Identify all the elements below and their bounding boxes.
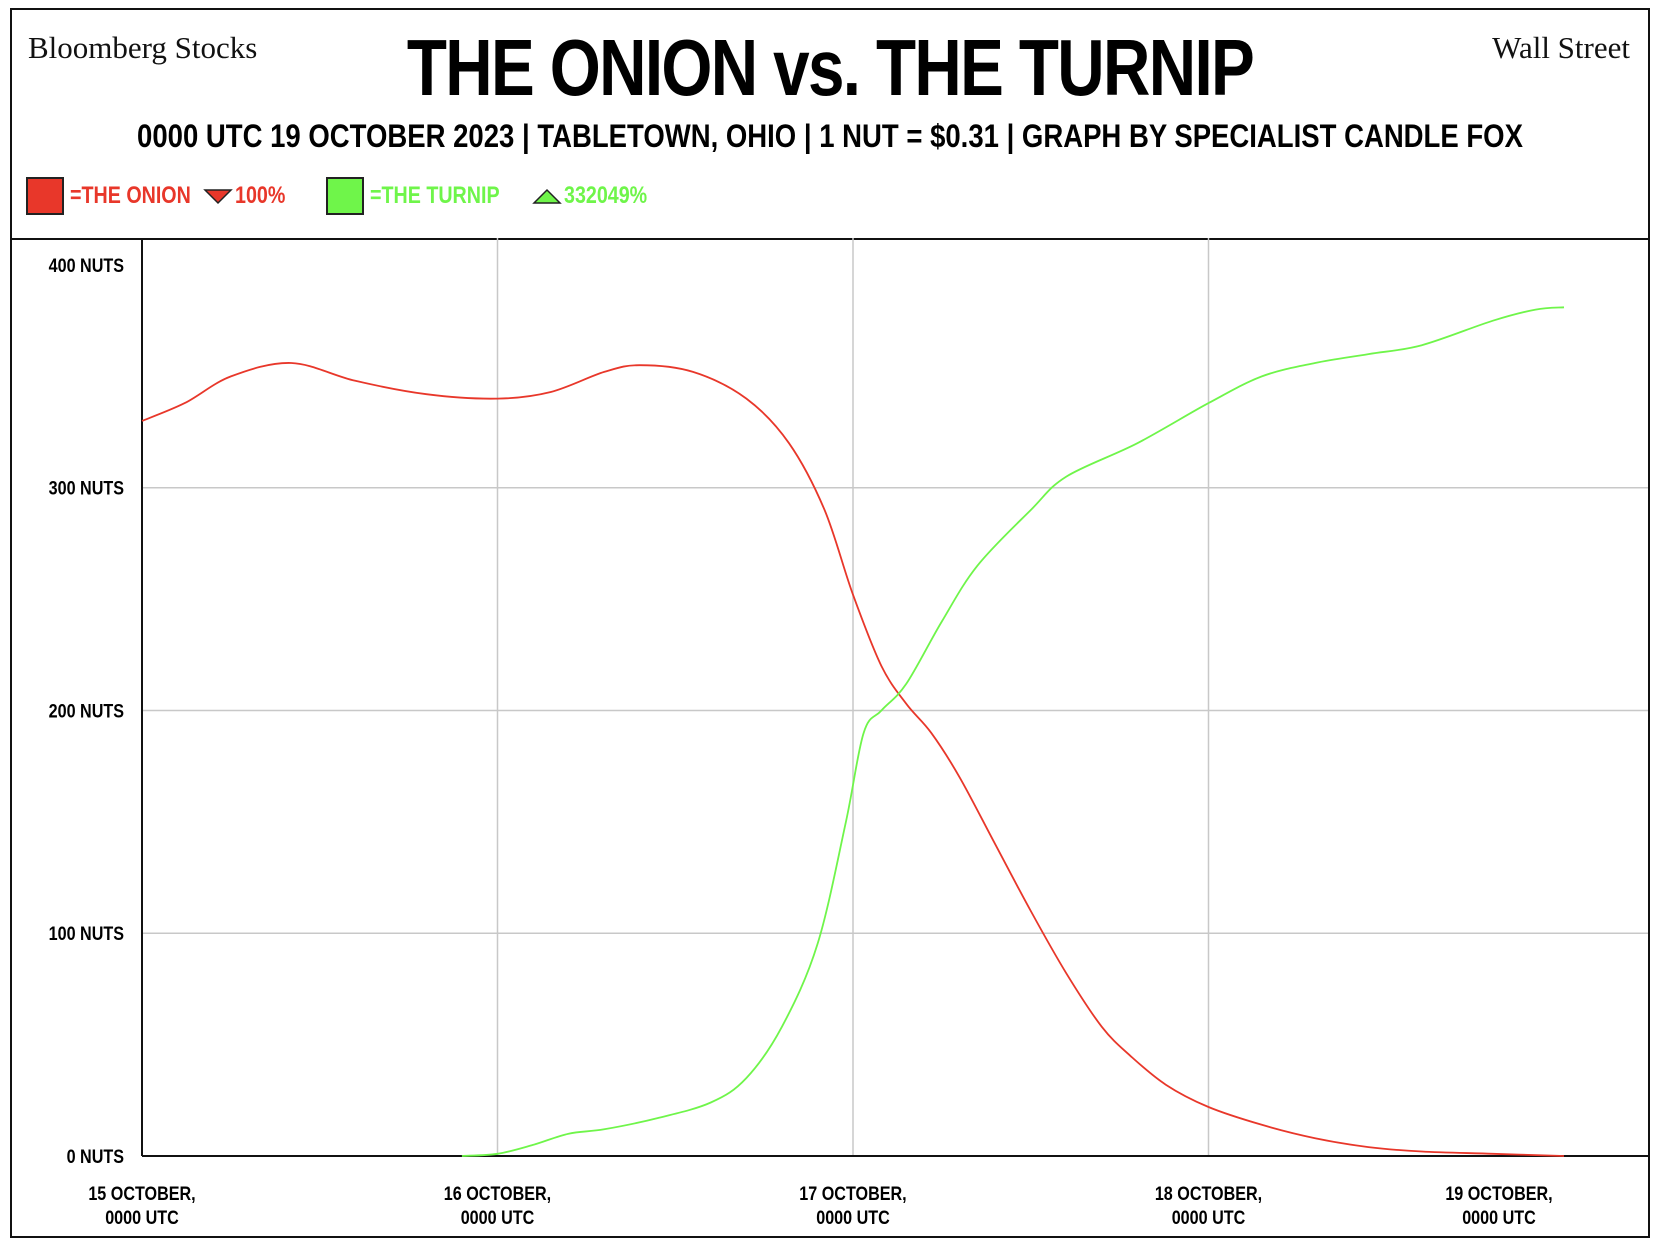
y-tick-label-400: 400 NUTS [49, 255, 125, 277]
line-chart: 0 NUTS 100 NUTS 200 NUTS 300 NUTS 400 NUTS 15… [49, 238, 1648, 1229]
y-tick-label-100: 100 NUTS [49, 923, 125, 945]
legend-item-turnip: =THE TURNIP 332049% [326, 176, 665, 216]
series-line-the-onion [141, 362, 1565, 1157]
legend-change-onion: 100% [235, 182, 286, 209]
chart-frame: Bloomberg Stocks Wall Street THE ONION v… [10, 8, 1650, 1238]
chart-title: THE ONION vs. THE TURNIP [406, 23, 1255, 112]
chart-subtitle: 0000 UTC 19 OCTOBER 2023 | TABLETOWN, OH… [137, 118, 1523, 154]
x-tick-label-1-1: 0000 UTC [461, 1207, 535, 1229]
x-tick-label-3-0: 18 OCTOBER, [1155, 1183, 1262, 1205]
down-triangle-icon [203, 189, 234, 205]
x-tick-label-2-1: 0000 UTC [816, 1207, 890, 1229]
legend-item-onion: =THE ONION 100% [26, 176, 297, 216]
x-tick-label-2-0: 17 OCTOBER, [799, 1183, 906, 1205]
y-tick-label-200: 200 NUTS [49, 700, 125, 722]
legend-swatch-turnip [326, 177, 364, 215]
legend-label-onion: =THE ONION [70, 182, 191, 209]
x-tick-label-4-1: 0000 UTC [1462, 1207, 1536, 1229]
location-label: Wall Street [1492, 30, 1630, 65]
x-tick-label-0-0: 15 OCTOBER, [88, 1183, 195, 1205]
y-tick-label-300: 300 NUTS [49, 478, 125, 500]
x-tick-label-3-1: 0000 UTC [1172, 1207, 1246, 1229]
legend-label-turnip: =THE TURNIP [370, 182, 500, 209]
y-tick-label-0: 0 NUTS [67, 1146, 125, 1168]
source-label: Bloomberg Stocks [28, 30, 258, 65]
x-tick-label-1-0: 16 OCTOBER, [444, 1183, 551, 1205]
header-divider [12, 238, 1648, 240]
up-triangle-icon [532, 188, 562, 204]
legend-change-turnip: 332049% [564, 182, 648, 209]
legend-swatch-onion [26, 177, 64, 215]
series-line-the-turnip [461, 306, 1565, 1157]
x-tick-label-0-1: 0000 UTC [105, 1207, 179, 1229]
x-tick-label-4-0: 19 OCTOBER, [1445, 1183, 1552, 1205]
